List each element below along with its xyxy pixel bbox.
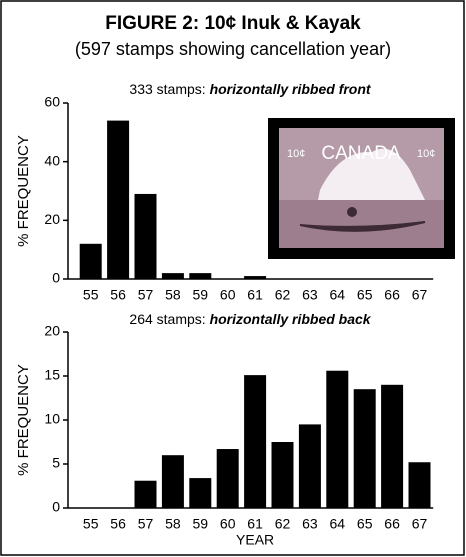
x-tick-label: 55 <box>83 287 99 303</box>
x-tick-label: 65 <box>357 516 373 532</box>
stamp-denomination: 10¢ <box>417 148 435 160</box>
stamp-country: CANADA <box>321 143 401 164</box>
y-tick-label: 20 <box>44 323 60 339</box>
bar <box>244 276 267 279</box>
x-tick-label: 63 <box>302 516 318 532</box>
x-tick-label: 60 <box>220 287 236 303</box>
x-tick-label: 64 <box>330 516 346 532</box>
kayak <box>299 221 426 232</box>
y-tick-label: 15 <box>44 367 60 383</box>
x-tick-label: 57 <box>138 516 154 532</box>
x-tick-label: 56 <box>110 287 126 303</box>
y-tick-label: 10 <box>44 411 60 427</box>
bar <box>408 462 431 508</box>
bar <box>161 273 184 279</box>
subplot-title: 333 stamps: horizontally ribbed front <box>129 81 371 97</box>
bar <box>353 389 376 508</box>
bar <box>381 384 404 508</box>
x-tick-label: 61 <box>247 516 263 532</box>
x-tick-label: 62 <box>275 287 291 303</box>
bar <box>107 120 130 279</box>
bar <box>189 478 212 508</box>
x-tick-label: 56 <box>110 516 126 532</box>
x-tick-label: 60 <box>220 516 236 532</box>
x-tick-label: 64 <box>330 287 346 303</box>
subplot-title: 264 stamps: horizontally ribbed back <box>129 311 371 327</box>
paddler <box>347 207 357 217</box>
figure-subtitle: (597 stamps showing cancellation year) <box>75 39 391 59</box>
stamp-image: 10¢ CANADA 10¢ <box>268 118 455 259</box>
y-tick-label: 0 <box>52 499 60 515</box>
subplot-title-emphasis: horizontally ribbed front <box>210 81 372 97</box>
x-tick-label: 58 <box>165 516 181 532</box>
x-tick-label: 55 <box>83 516 99 532</box>
bar <box>244 375 267 508</box>
y-axis-label: % FREQUENCY <box>15 135 32 247</box>
bar <box>134 480 157 508</box>
x-tick-label: 58 <box>165 287 181 303</box>
y-tick-label: 20 <box>44 211 60 227</box>
x-tick-label: 67 <box>412 287 428 303</box>
x-tick-label: 61 <box>247 287 263 303</box>
stamp-denomination: 10¢ <box>287 148 305 160</box>
bar <box>134 193 157 279</box>
bar <box>216 449 239 508</box>
y-tick-label: 60 <box>44 94 60 110</box>
x-tick-label: 67 <box>412 516 428 532</box>
bar <box>79 243 102 279</box>
x-axis-label: YEAR <box>236 532 274 548</box>
x-tick-label: 65 <box>357 287 373 303</box>
iceberg <box>318 148 425 200</box>
x-tick-label: 63 <box>302 287 318 303</box>
x-tick-label: 59 <box>193 287 209 303</box>
bar <box>326 370 349 508</box>
x-tick-label: 66 <box>384 516 400 532</box>
subplot-title-lead: 264 stamps: <box>129 311 205 327</box>
y-tick-label: 5 <box>52 455 60 471</box>
bar <box>161 455 184 508</box>
subplot-title-lead: 333 stamps: <box>129 81 205 97</box>
subplot-title-emphasis: horizontally ribbed back <box>210 311 372 327</box>
bar <box>298 424 321 508</box>
x-tick-label: 66 <box>384 287 400 303</box>
y-tick-label: 40 <box>44 152 60 168</box>
x-tick-label: 59 <box>193 516 209 532</box>
bar <box>189 273 212 279</box>
bar <box>271 442 294 508</box>
x-tick-label: 57 <box>138 287 154 303</box>
x-tick-label: 62 <box>275 516 291 532</box>
figure-title: FIGURE 2: 10¢ Inuk & Kayak <box>105 13 361 34</box>
y-tick-label: 0 <box>52 270 60 286</box>
y-axis-label: % FREQUENCY <box>15 364 32 476</box>
